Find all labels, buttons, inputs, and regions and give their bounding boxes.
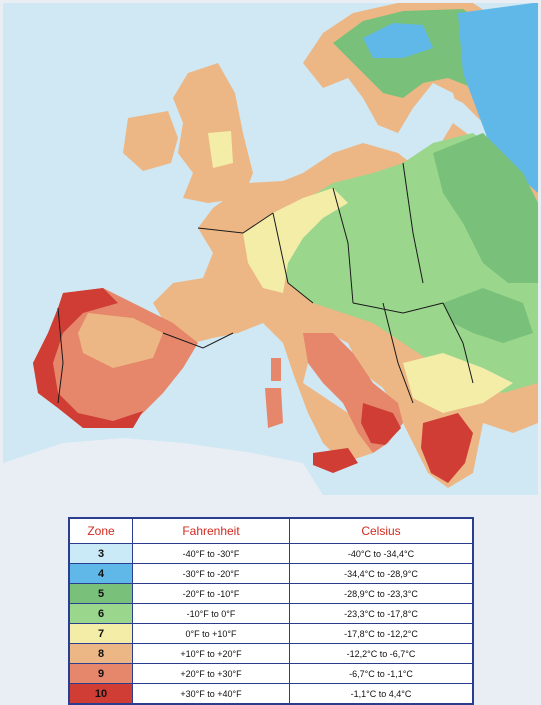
scandinavia-zone4: [363, 23, 433, 58]
zone-number: 9: [68, 663, 133, 684]
zone-header: Zone: [68, 517, 133, 544]
sicily: [313, 448, 358, 473]
legend-row: 10 +30°F to +40°F -1,1°C to 4,4°C: [68, 683, 474, 705]
country-borders: [57, 162, 474, 404]
celsius-range: -34,4°C to -28,9°C: [289, 563, 474, 584]
zone-number: 10: [68, 683, 133, 705]
legend-row: 9 +20°F to +30°F -6,7°C to -1,1°C: [68, 663, 474, 684]
ireland: [123, 111, 178, 171]
iberia-coast-zone10: [33, 288, 143, 428]
zone-number: 3: [68, 543, 133, 564]
zone-number: 4: [68, 563, 133, 584]
fahrenheit-range: -30°F to -20°F: [132, 563, 290, 584]
celsius-header: Celsius: [289, 517, 474, 544]
celsius-range: -40°C to -34,4°C: [289, 543, 474, 564]
fahrenheit-range: +10°F to +20°F: [132, 643, 290, 664]
legend-row: 7 0°F to +10°F -17,8°C to -12,2°C: [68, 623, 474, 644]
zone-number: 6: [68, 603, 133, 624]
fahrenheit-range: 0°F to +10°F: [132, 623, 290, 644]
north-africa-coast: [3, 438, 323, 495]
carpathian-zone5: [443, 288, 533, 343]
finland-zone4: [458, 3, 538, 203]
britain-zone7: [208, 131, 233, 168]
fahrenheit-header: Fahrenheit: [132, 517, 290, 544]
legend-row: 8 +10°F to +20°F -12,2°C to -6,7°C: [68, 643, 474, 664]
east-zone5: [433, 133, 538, 283]
legend-row: 3 -40°F to -30°F -40°C to -34,4°C: [68, 543, 474, 564]
legend-header-row: Zone Fahrenheit Celsius: [68, 517, 474, 544]
hardiness-zone-map: [3, 3, 538, 495]
celsius-range: -23,3°C to -17,8°C: [289, 603, 474, 624]
fahrenheit-range: -40°F to -30°F: [132, 543, 290, 564]
fahrenheit-range: -20°F to -10°F: [132, 583, 290, 604]
celsius-range: -12,2°C to -6,7°C: [289, 643, 474, 664]
legend-row: 4 -30°F to -20°F -34,4°C to -28,9°C: [68, 563, 474, 584]
zone-number: 7: [68, 623, 133, 644]
iberia-interior-zone8: [78, 313, 163, 368]
legend-row: 5 -20°F to -10°F -28,9°C to -23,3°C: [68, 583, 474, 604]
legend-row: 6 -10°F to 0°F -23,3°C to -17,8°C: [68, 603, 474, 624]
fahrenheit-range: +30°F to +40°F: [132, 683, 290, 705]
celsius-range: -1,1°C to 4,4°C: [289, 683, 474, 705]
zone-number: 5: [68, 583, 133, 604]
sardinia: [265, 388, 283, 428]
zone-number: 8: [68, 643, 133, 664]
zone-legend: Zone Fahrenheit Celsius 3 -40°F to -30°F…: [68, 517, 474, 705]
italy-south-zone10: [361, 403, 401, 445]
europe-map-svg: [3, 3, 538, 495]
zone-legend-table: Zone Fahrenheit Celsius 3 -40°F to -30°F…: [68, 517, 474, 705]
greece-coast-zone10: [421, 413, 473, 483]
fahrenheit-range: +20°F to +30°F: [132, 663, 290, 684]
celsius-range: -6,7°C to -1,1°C: [289, 663, 474, 684]
fahrenheit-range: -10°F to 0°F: [132, 603, 290, 624]
balkan-zone7: [403, 353, 513, 413]
baltic-sea: [398, 83, 461, 178]
corsica: [271, 358, 281, 381]
western-zone7: [243, 188, 348, 293]
celsius-range: -28,9°C to -23,3°C: [289, 583, 474, 604]
celsius-range: -17,8°C to -12,2°C: [289, 623, 474, 644]
